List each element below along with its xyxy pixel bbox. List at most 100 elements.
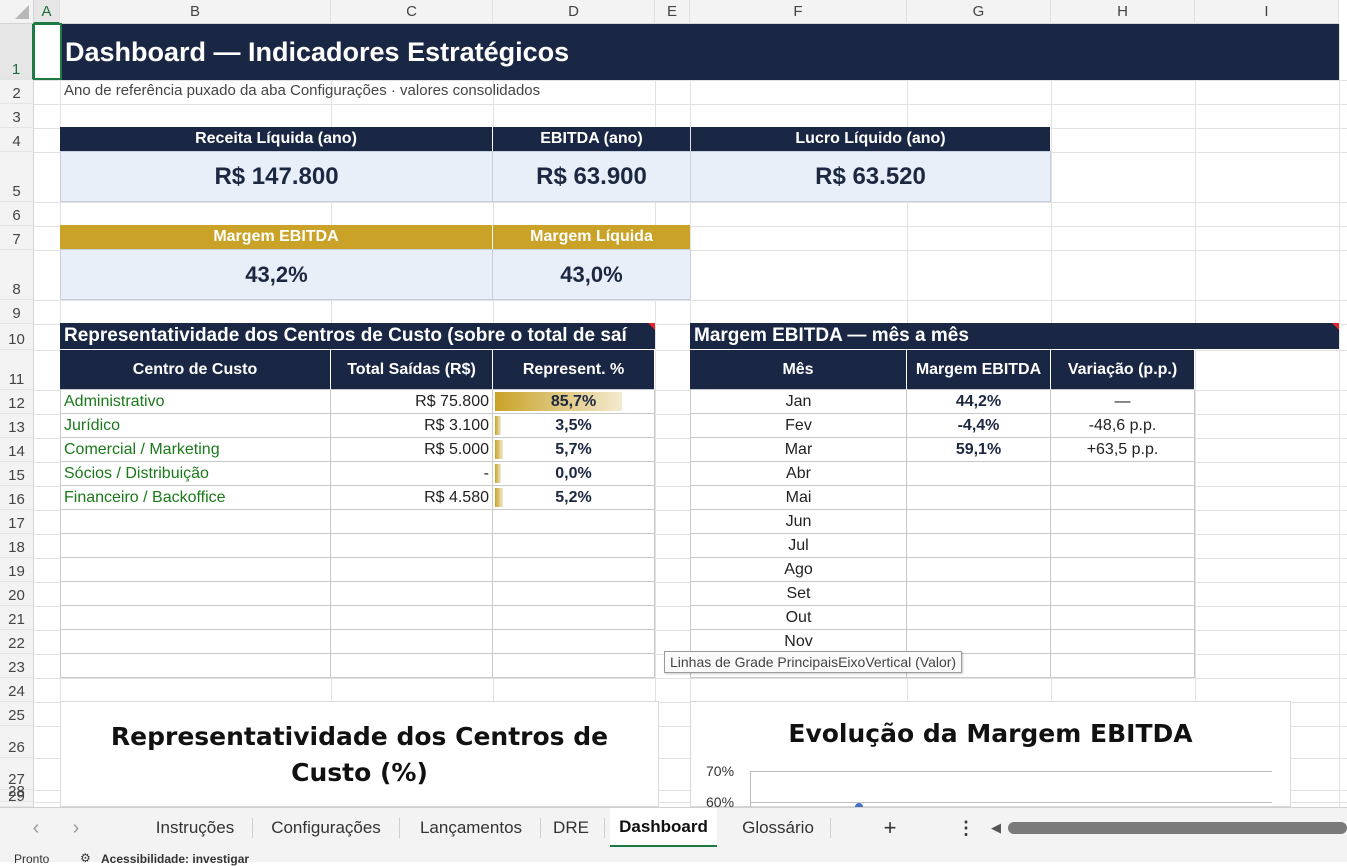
column-header-c[interactable]: C [331,0,493,24]
margin-value-cell[interactable] [907,558,1051,582]
month-cell[interactable]: Jul [690,534,907,558]
column-header-f[interactable]: F [690,0,907,24]
tab-instrucoes[interactable]: Instruções [155,818,235,837]
cost-center-total[interactable] [331,534,493,558]
cost-center-name[interactable] [60,630,331,654]
month-cell[interactable]: Out [690,606,907,630]
cost-center-name[interactable]: Administrativo [60,390,331,414]
kpi-receita-value[interactable]: R$ 147.800 [60,151,493,202]
margin-value-cell[interactable] [907,462,1051,486]
cost-center-total[interactable]: R$ 75.800 [331,390,493,414]
ebitda-margin-line-chart[interactable]: Evolução da Margem EBITDA 70% 60% [690,701,1291,811]
select-all-corner[interactable] [0,0,34,24]
variation-cell[interactable] [1051,462,1195,486]
active-cell-a1[interactable] [33,23,62,80]
row-header-11[interactable]: 11 [0,350,34,390]
row-header-23[interactable]: 23 [0,654,34,678]
row-header-19[interactable]: 19 [0,558,34,582]
month-cell[interactable]: Ago [690,558,907,582]
column-header-a[interactable]: A [34,0,60,24]
row-header-26[interactable]: 26 [0,726,34,758]
row-header-16[interactable]: 16 [0,486,34,510]
row-header-18[interactable]: 18 [0,534,34,558]
cost-center-pct[interactable] [493,654,655,678]
month-cell[interactable]: Jun [690,510,907,534]
cost-center-name[interactable]: Jurídico [60,414,331,438]
cost-center-pct[interactable] [493,606,655,630]
row-header-7[interactable]: 7 [0,226,34,250]
month-cell[interactable]: Mar [690,438,907,462]
column-header-i[interactable]: I [1195,0,1339,24]
month-cell[interactable]: Mai [690,486,907,510]
cost-center-total[interactable] [331,558,493,582]
variation-cell[interactable] [1051,558,1195,582]
column-header-g[interactable]: G [907,0,1051,24]
tab-dashboard[interactable]: Dashboard [610,808,717,848]
cost-center-pct[interactable]: 3,5% [493,414,655,438]
variation-cell[interactable]: -48,6 p.p. [1051,414,1195,438]
tab-scroll-right-icon[interactable]: › [72,816,80,839]
variation-cell[interactable] [1051,654,1195,678]
cost-center-pct[interactable]: 5,7% [493,438,655,462]
column-header-h[interactable]: H [1051,0,1195,24]
cost-center-name[interactable] [60,654,331,678]
row-header-24[interactable]: 24 [0,678,34,702]
row-header-13[interactable]: 13 [0,414,34,438]
row-header-25[interactable]: 25 [0,702,34,726]
cost-center-total[interactable] [331,510,493,534]
cost-center-name[interactable] [60,510,331,534]
month-cell[interactable]: Abr [690,462,907,486]
cost-center-total[interactable]: R$ 3.100 [331,414,493,438]
variation-cell[interactable] [1051,534,1195,558]
margin-value-cell[interactable] [907,486,1051,510]
cost-center-total[interactable]: - [331,462,493,486]
tab-dre[interactable]: DRE [553,818,589,837]
row-header-27[interactable]: 27 [0,758,34,790]
variation-cell[interactable] [1051,582,1195,606]
comment-indicator-2[interactable] [1332,323,1339,330]
cost-center-pct[interactable] [493,510,655,534]
row-header-9[interactable]: 9 [0,300,34,324]
row-header-14[interactable]: 14 [0,438,34,462]
variation-cell[interactable] [1051,486,1195,510]
cost-center-pct[interactable] [493,630,655,654]
row-header-21[interactable]: 21 [0,606,34,630]
margin-value-cell[interactable] [907,582,1051,606]
row-header-10[interactable]: 10 [0,324,34,350]
cost-center-name[interactable]: Financeiro / Backoffice [60,486,331,510]
cost-center-name[interactable] [60,582,331,606]
month-cell[interactable]: Fev [690,414,907,438]
cost-center-pct[interactable]: 85,7% [493,390,655,414]
cost-center-pct[interactable] [493,582,655,606]
cost-center-name[interactable]: Sócios / Distribuição [60,462,331,486]
kpi-ebitda-value[interactable]: R$ 63.900 [492,151,691,202]
row-header-12[interactable]: 12 [0,390,34,414]
month-cell[interactable]: Set [690,582,907,606]
comment-indicator[interactable] [648,323,655,330]
status-accessibility[interactable]: Acessibilidade: investigar [101,852,250,866]
margin-value-cell[interactable] [907,534,1051,558]
row-header-15[interactable]: 15 [0,462,34,486]
row-header-6[interactable]: 6 [0,202,34,226]
column-header-b[interactable]: B [60,0,331,24]
variation-cell[interactable]: +63,5 p.p. [1051,438,1195,462]
cost-center-pct[interactable]: 0,0% [493,462,655,486]
margin-value-cell[interactable]: 44,2% [907,390,1051,414]
margin-value-cell[interactable]: -4,4% [907,414,1051,438]
variation-cell[interactable] [1051,606,1195,630]
tab-lancamentos[interactable]: Lançamentos [419,818,523,837]
cost-center-pie-chart[interactable]: Representatividade dos Centros de Custo … [60,701,659,807]
month-cell[interactable]: Jan [690,390,907,414]
row-header-2[interactable]: 2 [0,80,34,104]
row-header-1[interactable]: 1 [0,24,34,80]
add-sheet-icon[interactable]: + [883,815,897,840]
kpi-lucro-value[interactable]: R$ 63.520 [690,151,1051,202]
cost-center-name[interactable] [60,534,331,558]
cost-center-total[interactable]: R$ 5.000 [331,438,493,462]
kpi-margem-ebitda-value[interactable]: 43,2% [60,249,493,300]
column-header-e[interactable]: E [655,0,690,24]
variation-cell[interactable] [1051,630,1195,654]
row-header-20[interactable]: 20 [0,582,34,606]
row-header-3[interactable]: 3 [0,104,34,128]
cost-center-total[interactable] [331,582,493,606]
